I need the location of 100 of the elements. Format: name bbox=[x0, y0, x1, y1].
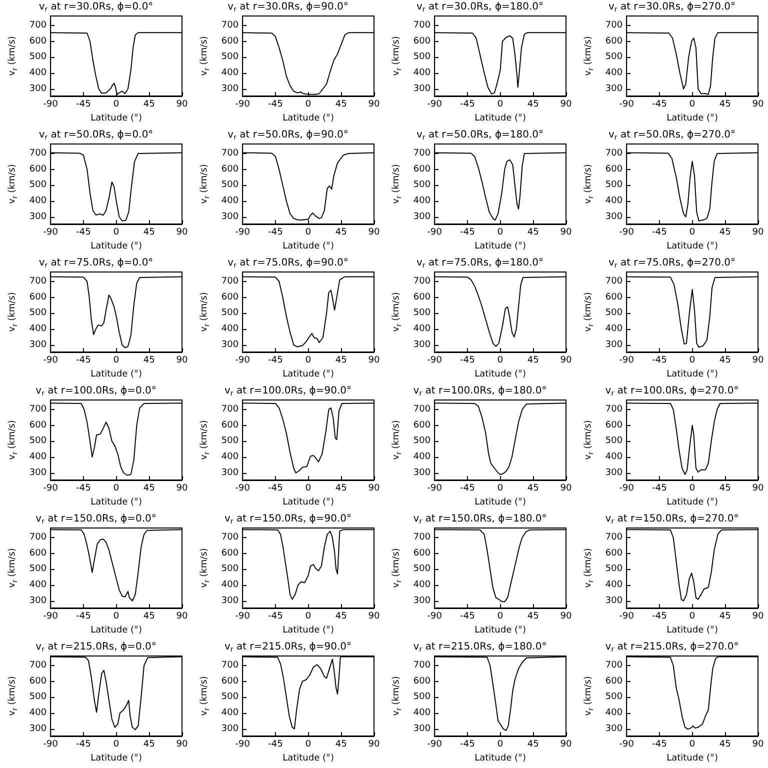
x-tick-label: 0 bbox=[689, 356, 696, 366]
x-tick-label: -45 bbox=[268, 228, 283, 238]
x-tick-label: 45 bbox=[527, 356, 539, 366]
y-tick-label: 600 bbox=[605, 548, 623, 558]
y-tick-label: 600 bbox=[221, 676, 239, 686]
x-tick-label: 0 bbox=[497, 612, 504, 622]
y-tick-label: 300 bbox=[605, 468, 623, 478]
x-tick-label: 0 bbox=[113, 100, 120, 110]
x-tick-label: 0 bbox=[689, 228, 696, 238]
x-tick-label: -90 bbox=[619, 612, 634, 622]
y-tick-label: 400 bbox=[29, 68, 47, 78]
y-tick-label: 500 bbox=[221, 436, 239, 446]
x-tick-label: -45 bbox=[460, 740, 475, 750]
y-tick-label: 700 bbox=[29, 148, 47, 159]
y-tick-label: 700 bbox=[221, 660, 239, 671]
x-tick-label: -45 bbox=[652, 740, 667, 750]
x-tick-label: -90 bbox=[427, 484, 442, 494]
x-tick-label: -45 bbox=[652, 100, 667, 110]
x-tick-label: -90 bbox=[619, 484, 634, 494]
y-tick-label: 400 bbox=[605, 196, 623, 206]
x-tick-label: 45 bbox=[143, 740, 155, 750]
x-tick-label: 45 bbox=[527, 100, 539, 110]
y-tick-label: 600 bbox=[413, 292, 431, 302]
y-tick-label: 400 bbox=[221, 324, 239, 334]
x-tick-label: 45 bbox=[335, 484, 347, 494]
x-tick-label: 90 bbox=[368, 100, 380, 110]
y-tick-label: 500 bbox=[605, 564, 623, 574]
x-tick-label: 45 bbox=[719, 228, 731, 238]
x-tick-label: -45 bbox=[460, 612, 475, 622]
x-tick-label: 90 bbox=[176, 228, 188, 238]
y-tick-label: 300 bbox=[29, 340, 47, 350]
x-tick-label: 45 bbox=[335, 740, 347, 750]
y-tick-label: 400 bbox=[605, 324, 623, 334]
x-axis-title: Latitude (°) bbox=[666, 498, 718, 508]
y-tick-label: 600 bbox=[413, 548, 431, 558]
x-tick-label: -45 bbox=[76, 356, 91, 366]
x-tick-label: -45 bbox=[460, 356, 475, 366]
x-tick-label: 0 bbox=[113, 740, 120, 750]
x-tick-label: -45 bbox=[268, 356, 283, 366]
x-tick-label: -90 bbox=[619, 228, 634, 238]
y-tick-label: 300 bbox=[605, 596, 623, 606]
y-tick-label: 400 bbox=[605, 452, 623, 462]
x-tick-label: 0 bbox=[689, 612, 696, 622]
x-tick-label: 45 bbox=[143, 100, 155, 110]
y-tick-label: 600 bbox=[221, 292, 239, 302]
x-axis-title: Latitude (°) bbox=[90, 498, 142, 508]
x-axis-title: Latitude (°) bbox=[474, 626, 526, 636]
y-tick-label: 700 bbox=[29, 660, 47, 671]
x-axis-title: Latitude (°) bbox=[282, 498, 334, 508]
y-tick-label: 300 bbox=[413, 84, 431, 94]
x-tick-label: 90 bbox=[176, 484, 188, 494]
y-tick-label: 400 bbox=[221, 452, 239, 462]
x-tick-label: -45 bbox=[268, 100, 283, 110]
x-tick-label: 45 bbox=[335, 612, 347, 622]
x-tick-label: 90 bbox=[368, 228, 380, 238]
x-tick-label: -90 bbox=[43, 356, 58, 366]
y-tick-label: 400 bbox=[605, 68, 623, 78]
x-tick-label: -45 bbox=[652, 228, 667, 238]
y-tick-label: 600 bbox=[413, 676, 431, 686]
x-tick-label: 45 bbox=[527, 612, 539, 622]
x-tick-label: 90 bbox=[752, 740, 764, 750]
x-tick-label: -45 bbox=[76, 612, 91, 622]
x-tick-label: 45 bbox=[527, 740, 539, 750]
y-tick-label: 400 bbox=[221, 708, 239, 718]
x-tick-label: 90 bbox=[176, 612, 188, 622]
y-tick-label: 300 bbox=[413, 724, 431, 734]
line-series bbox=[50, 402, 182, 476]
x-tick-label: 45 bbox=[335, 228, 347, 238]
y-tick-label: 400 bbox=[413, 68, 431, 78]
x-tick-label: 45 bbox=[719, 100, 731, 110]
y-tick-label: 300 bbox=[221, 468, 239, 478]
x-tick-label: 45 bbox=[527, 484, 539, 494]
x-tick-label: 0 bbox=[689, 100, 696, 110]
y-tick-label: 300 bbox=[605, 340, 623, 350]
y-tick-label: 400 bbox=[29, 196, 47, 206]
y-tick-label: 500 bbox=[413, 564, 431, 574]
y-tick-label: 300 bbox=[413, 212, 431, 222]
x-axis-title: Latitude (°) bbox=[474, 370, 526, 380]
y-tick-label: 400 bbox=[29, 324, 47, 334]
x-axis-title: Latitude (°) bbox=[666, 754, 718, 764]
x-tick-label: 0 bbox=[305, 100, 312, 110]
x-tick-label: -45 bbox=[76, 228, 91, 238]
y-tick-label: 600 bbox=[413, 420, 431, 430]
x-tick-label: 90 bbox=[560, 356, 572, 366]
x-axis-title: Latitude (°) bbox=[474, 754, 526, 764]
y-tick-label: 500 bbox=[29, 436, 47, 446]
x-tick-label: -90 bbox=[235, 356, 250, 366]
x-tick-label: 90 bbox=[560, 100, 572, 110]
y-tick-label: 700 bbox=[413, 148, 431, 159]
y-tick-label: 600 bbox=[605, 36, 623, 46]
x-axis-title: Latitude (°) bbox=[282, 242, 334, 252]
y-tick-label: 700 bbox=[221, 276, 239, 287]
x-tick-label: 0 bbox=[689, 484, 696, 494]
x-tick-label: 90 bbox=[368, 612, 380, 622]
y-tick-label: 300 bbox=[29, 468, 47, 478]
y-tick-label: 400 bbox=[221, 580, 239, 590]
x-tick-label: 90 bbox=[176, 356, 188, 366]
y-tick-label: 500 bbox=[29, 52, 47, 62]
y-tick-label: 300 bbox=[29, 212, 47, 222]
y-tick-label: 700 bbox=[29, 276, 47, 287]
